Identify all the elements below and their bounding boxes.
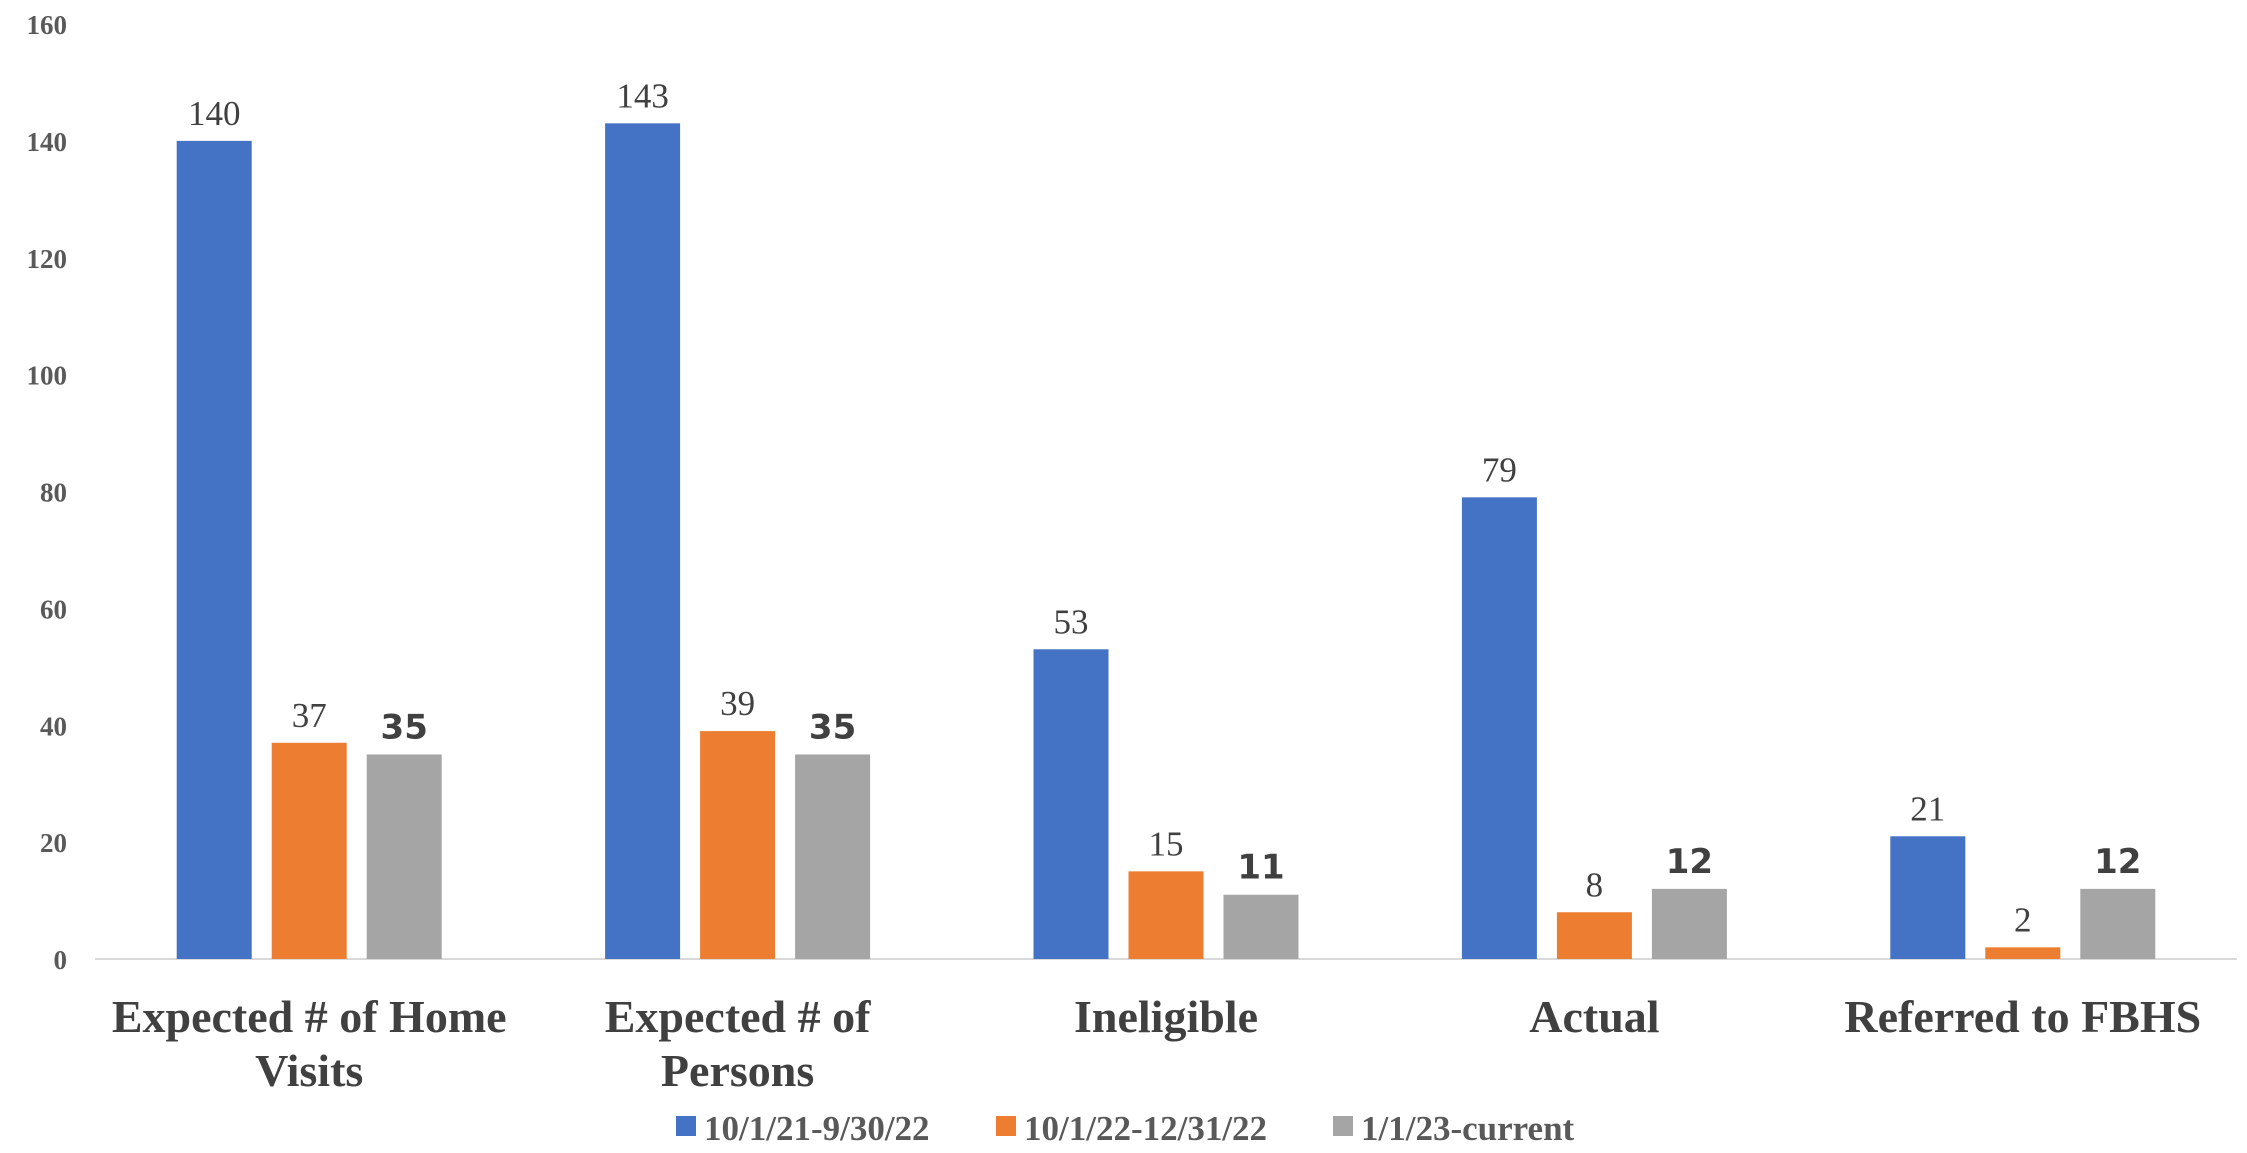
y-tick-label: 60 — [40, 594, 67, 624]
bar — [366, 754, 442, 959]
category-label-line: Expected # of Home — [112, 991, 507, 1042]
data-label: 21 — [1910, 789, 1945, 828]
bar — [176, 140, 252, 959]
y-tick-label: 40 — [40, 711, 67, 741]
bar — [1556, 912, 1632, 959]
legend-swatch — [996, 1116, 1016, 1136]
data-label: 35 — [381, 707, 428, 747]
data-label: 79 — [1482, 450, 1517, 489]
category-label-line: Expected # of — [605, 991, 871, 1042]
data-label: 12 — [1666, 842, 1713, 882]
category-label: Referred to FBHS — [1844, 991, 2201, 1042]
category-label: Actual — [1529, 991, 1659, 1042]
bar — [1461, 497, 1537, 959]
category-label: Expected # of Persons — [605, 991, 871, 1096]
category-label-line: Visits — [255, 1045, 363, 1096]
legend-label: 10/1/22-12/31/22 — [1024, 1109, 1267, 1148]
bar — [605, 123, 681, 959]
bar — [271, 742, 347, 959]
data-label: 53 — [1054, 602, 1089, 641]
legend-label: 10/1/21-9/30/22 — [704, 1109, 930, 1148]
data-label: 12 — [2094, 842, 2141, 882]
category-label: Expected # of Home Visits — [112, 991, 507, 1096]
y-tick-label: 160 — [27, 10, 68, 40]
bar — [795, 754, 871, 959]
category-label-line: Ineligible — [1074, 991, 1258, 1042]
bar — [1890, 836, 1966, 959]
y-tick-label: 80 — [40, 478, 67, 508]
bar — [1651, 888, 1727, 959]
y-tick-label: 20 — [40, 828, 67, 858]
bar — [1223, 894, 1299, 959]
y-tick-label: 0 — [54, 945, 68, 975]
category-label: Ineligible — [1074, 991, 1258, 1042]
y-axis: 0 20 40 60 80 100 120 140 160 — [27, 10, 68, 975]
legend-swatch — [676, 1116, 696, 1136]
legend-label: 1/1/23-current — [1361, 1109, 1575, 1148]
category-label-line: Referred to FBHS — [1844, 991, 2201, 1042]
data-label: 2 — [2014, 900, 2032, 939]
data-label: 8 — [1586, 865, 1604, 904]
bar — [1128, 871, 1204, 959]
bar — [1033, 649, 1109, 959]
data-label: 37 — [292, 696, 327, 735]
y-tick-label: 100 — [27, 361, 68, 391]
data-label: 140 — [188, 94, 241, 133]
data-label: 35 — [809, 707, 856, 747]
data-label: 39 — [720, 684, 755, 723]
bar — [1985, 947, 2061, 959]
y-tick-label: 140 — [27, 127, 68, 157]
category-label-line: Persons — [661, 1045, 814, 1096]
legend: 10/1/21-9/30/22 10/1/22-12/31/22 1/1/23-cu… — [676, 1109, 1575, 1148]
data-labels: 140 143 53 79 21 37 39 15 8 2 35 35 11 12 12 — [188, 76, 2142, 939]
data-label: 143 — [616, 76, 669, 115]
data-label: 11 — [1237, 848, 1284, 888]
y-tick-label: 120 — [27, 244, 68, 274]
bars — [176, 123, 2156, 959]
category-labels: Expected # of Home Visits Expected # of Per… — [112, 991, 2201, 1096]
bar — [2080, 888, 2156, 959]
data-label: 15 — [1149, 824, 1184, 863]
category-label-line: Actual — [1529, 991, 1659, 1042]
legend-swatch — [1333, 1116, 1353, 1136]
bar — [700, 731, 776, 959]
